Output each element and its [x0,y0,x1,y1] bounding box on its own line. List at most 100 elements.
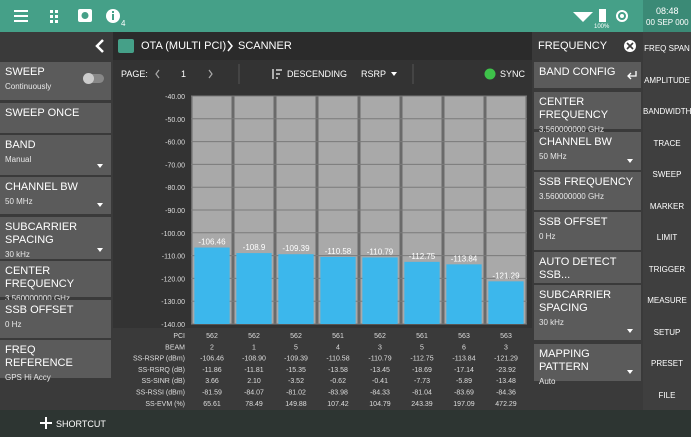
dropdown-arrow [627,370,633,374]
table-cell: -108.90 [242,356,266,363]
notification-badge: 4 [121,19,126,28]
table-cell: 104.79 [369,401,391,408]
tab[interactable]: TRACE [653,138,681,148]
tab[interactable]: BANDWIDTH [643,107,691,116]
button-value: 50 MHz [539,152,567,161]
shortcut[interactable]: SHORTCUT [56,419,106,429]
menu-button[interactable]: SUBCARRIER SPACING 30 kHz [534,285,641,340]
bar [446,264,482,324]
menu-button[interactable]: SUBCARRIER SPACING 30 kHz [0,217,111,259]
dropdown-arrow [627,159,633,163]
menu-button[interactable]: CENTER FREQUENCY 3.560000000 GHz [534,92,641,134]
table-cell: -109.39 [284,356,308,363]
bar [404,261,440,324]
table-cell: 562 [374,333,386,340]
close-button[interactable] [532,32,643,60]
menu-button[interactable]: CHANNEL BW 50 MHz [0,177,111,214]
menu-button[interactable]: SWEEP ONCE [0,103,111,133]
bar [278,254,314,324]
table-cell: -13.58 [328,367,348,374]
tab[interactable]: FILE [658,390,676,400]
table-cell: -83.69 [454,390,474,397]
menu-button[interactable]: BAND CONFIG [534,62,641,88]
table-cell: 472.29 [495,401,517,408]
table-cell: 149.88 [285,401,307,408]
table-cell: -113.84 [452,356,475,363]
button-label: SUBCARRIER SPACING [539,289,612,314]
time: 08:48 [656,6,679,16]
tab[interactable]: LIMIT [656,233,678,242]
table-cell: 6 [462,344,466,351]
button-label: SWEEP ONCE [5,107,80,119]
sync-label: SYNC [500,69,526,79]
menu-button[interactable]: AUTO DETECT SSB... [534,252,641,283]
table-cell: 5 [420,344,424,351]
row-label: SS-RSRQ (dB) [138,367,185,374]
tab[interactable]: MEASURE [647,296,687,305]
button-value: Continuously [5,82,52,91]
back-button[interactable] [0,32,113,60]
menu-button[interactable]: SSB OFFSET 0 Hz [0,300,111,338]
table-cell: -84.36 [496,390,516,397]
bar [362,257,398,324]
tab[interactable]: MARKER [649,201,685,211]
panel-title: FREQUENCY [538,40,608,52]
sort-order[interactable]: DESCENDING [287,69,348,79]
dropdown-arrow [97,248,103,252]
table-cell: -81.04 [412,390,432,397]
y-tick-label: -60.00 [165,140,185,147]
y-tick-label: -130.00 [161,299,185,306]
menu-button[interactable]: SSB FREQUENCY 3.560000000 GHz [534,172,641,210]
dropdown-arrow [97,164,103,168]
table-cell: -81.02 [286,390,306,397]
button-value: Manual [5,155,32,164]
button-label: FREQ REFERENCE [5,344,73,369]
menu-button[interactable]: BAND Manual [0,135,111,175]
status-bar: 4 100% 08:48 00 SEP 000 [0,0,691,32]
right-panel: FREQUENCY BAND CONFIG CENTER FREQUENCY 3.5… [532,32,643,410]
toggle-knob [83,73,94,84]
table-cell: 3 [378,344,382,351]
tab[interactable]: TRIGGER [648,264,686,274]
table-cell: 5 [294,344,298,351]
button-label: BAND [5,139,36,151]
table-cell: -5.89 [456,378,472,385]
button-value: 3.560000000 GHz [539,192,604,201]
table-cell: 563 [458,333,470,340]
menu-button[interactable]: MAPPING PATTERN Auto [534,344,641,386]
button-label: CENTER FREQUENCY [5,265,75,290]
table-cell: 561 [416,333,428,340]
button-label: CHANNEL BW [5,181,78,193]
tab[interactable]: SWEEP [652,170,682,179]
tab[interactable]: SETUP [653,327,681,337]
tab[interactable]: AMPLITUDE [644,75,690,85]
button-value: GPS Hi Accy [5,373,51,382]
table-cell: -7.73 [414,378,430,385]
table-cell: 563 [500,333,512,340]
button-value: 30 kHz [539,318,564,327]
menu-button[interactable]: CHANNEL BW 50 MHz [534,132,641,170]
bar-label: -113.84 [451,254,478,263]
y-tick-label: -110.00 [162,254,185,261]
bar-label: -110.79 [367,247,394,256]
table-cell: -0.62 [330,378,346,385]
button-label: SUBCARRIER SPACING [5,221,78,246]
table-cell: 3.66 [205,378,219,385]
menu-button[interactable]: SSB OFFSET 0 Hz [534,212,641,250]
table-cell: 1 [252,344,256,351]
clock-area [643,0,691,32]
table-cell: -110.79 [368,356,391,363]
button-label: SSB OFFSET [5,304,74,316]
tab[interactable]: FREQ SPAN [644,44,690,53]
table-cell: -3.52 [288,378,304,385]
menu-button[interactable]: CENTER FREQUENCY 3.560000000 GHz [0,261,111,303]
menu-button[interactable]: FREQ REFERENCE GPS Hi Accy [0,340,111,382]
battery-level: 100% [594,24,610,30]
button-label: MAPPING PATTERN [539,348,590,373]
tab[interactable]: PRESET [650,359,683,368]
bar-label: -121.29 [492,271,520,280]
page-number: 1 [181,69,187,79]
table-cell: 562 [206,333,218,340]
tab-bar: FREQ SPAN AMPLITUDE BANDWIDTH TRACE SWEEP MAR… [643,32,691,410]
sort-by[interactable]: RSRP [361,69,387,79]
